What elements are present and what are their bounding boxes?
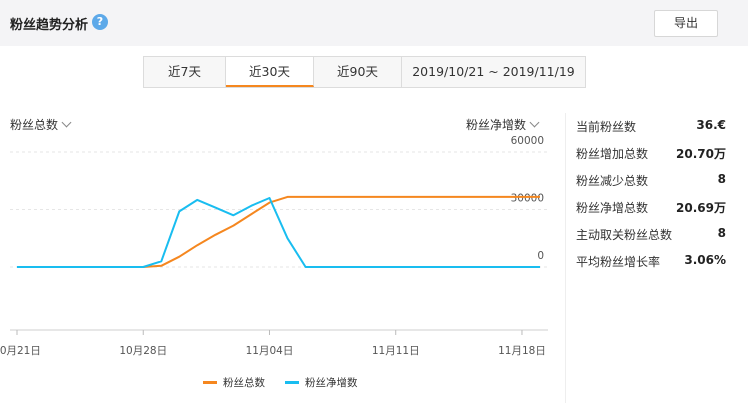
right-metric-selector[interactable]: 粉丝净增数 xyxy=(466,116,540,133)
left-metric-selector[interactable]: 粉丝总数 xyxy=(10,116,72,133)
series-line-net-fans xyxy=(17,197,540,268)
tab-custom-date-range[interactable]: 2019/10/21 ~ 2019/11/19 xyxy=(412,64,575,79)
x-tick-label: 11月18日 xyxy=(498,345,546,357)
page-title: 粉丝趋势分析 xyxy=(10,18,89,33)
stat-row-increase-total: 粉丝增加总数 20.70万 xyxy=(576,145,726,165)
legend-swatch-blue xyxy=(285,381,299,384)
series-line-total-fans xyxy=(17,195,540,268)
tab-90-days[interactable]: 近90天 xyxy=(314,57,402,87)
side-divider xyxy=(565,113,566,403)
x-tick-label: 10月28日 xyxy=(119,345,167,357)
legend-label: 粉丝总数 xyxy=(223,377,265,389)
stat-label: 平均粉丝增长率 xyxy=(576,255,661,269)
header-bar: 粉丝趋势分析 ? 导出 xyxy=(0,0,748,46)
stat-row-current-fans: 当前粉丝数 36.€ xyxy=(576,118,726,138)
legend-item-total[interactable]: 粉丝总数 xyxy=(203,375,265,390)
stat-label: 粉丝增加总数 xyxy=(576,147,649,161)
y-tick-label: 0 xyxy=(537,250,544,262)
stat-row-growth-rate: 平均粉丝增长率 3.06% xyxy=(576,253,726,273)
date-range-tabs: 近7天 近30天 近90天 2019/10/21 ~ 2019/11/19 xyxy=(143,56,586,88)
stat-value: 8 xyxy=(717,226,726,240)
stat-row-net-total: 粉丝净增总数 20.69万 xyxy=(576,199,726,219)
export-button[interactable]: 导出 xyxy=(654,10,718,37)
stat-label: 粉丝减少总数 xyxy=(576,174,649,188)
y-tick-label: 30000 xyxy=(511,193,544,205)
chevron-down-icon xyxy=(529,117,540,128)
help-question-icon[interactable]: ? xyxy=(92,14,108,30)
legend-swatch-orange xyxy=(203,381,217,384)
stat-value: 20.69万 xyxy=(676,201,726,215)
stat-label: 当前粉丝数 xyxy=(576,120,637,134)
stat-label: 主动取关粉丝总数 xyxy=(576,228,673,242)
legend-item-net[interactable]: 粉丝净增数 xyxy=(285,375,358,390)
stat-row-decrease-total: 粉丝减少总数 8 xyxy=(576,172,726,192)
stat-row-unfollow-total: 主动取关粉丝总数 8 xyxy=(576,226,726,246)
y-tick-label: 60000 xyxy=(511,135,544,147)
tab-30-days[interactable]: 近30天 xyxy=(226,57,314,87)
chevron-down-icon xyxy=(61,117,72,128)
stat-value: 8 xyxy=(717,172,726,186)
left-metric-label: 粉丝总数 xyxy=(10,118,59,132)
legend-label: 粉丝净增数 xyxy=(305,377,358,389)
right-metric-label: 粉丝净增数 xyxy=(466,118,527,132)
stat-label: 粉丝净增总数 xyxy=(576,201,649,215)
x-tick-label: 11月04日 xyxy=(246,345,294,357)
stat-value: 3.06% xyxy=(684,253,726,267)
x-tick-label: 10月21日 xyxy=(0,345,41,357)
stat-value: 36.€ xyxy=(696,118,726,132)
stat-value: 20.70万 xyxy=(676,147,726,161)
fans-trend-chart: 10月21日 10月28日 11月04日 11月11日 11月18日 60000 30000… xyxy=(0,135,548,357)
x-tick-label: 11月11日 xyxy=(372,345,420,357)
tab-7-days[interactable]: 近7天 xyxy=(144,57,226,87)
